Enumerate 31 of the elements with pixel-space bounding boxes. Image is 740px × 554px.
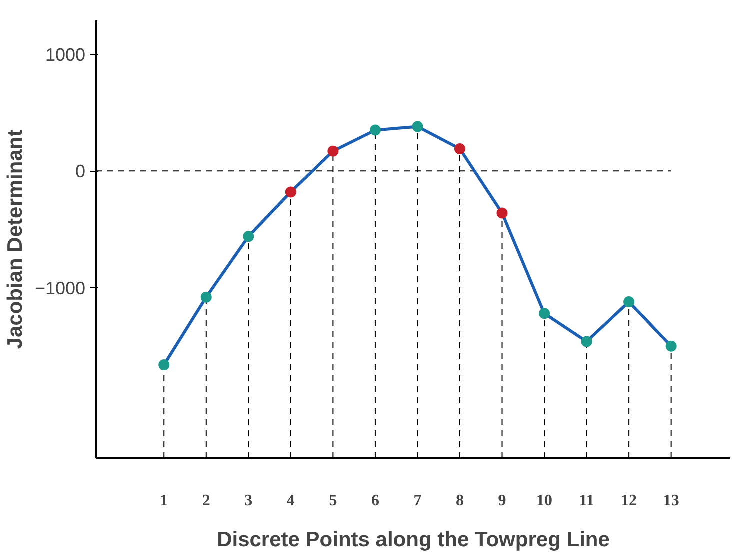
- x-tick-label: 8: [456, 492, 464, 510]
- point: [454, 143, 466, 154]
- x-tick-label: 7: [414, 492, 422, 510]
- y-tick-label: 0: [75, 162, 86, 182]
- point: [200, 292, 212, 303]
- point: [624, 296, 635, 308]
- point: [539, 308, 550, 320]
- x-tick-label: 6: [371, 492, 380, 510]
- point: [370, 124, 381, 136]
- x-tick-label: 9: [498, 492, 506, 510]
- x-tick-label: 4: [286, 492, 295, 510]
- x-tick-label: 1: [160, 492, 168, 510]
- point: [581, 336, 592, 348]
- point: [285, 186, 296, 198]
- x-axis-title: Discrete Points along the Towpreg Line: [217, 528, 610, 552]
- point: [666, 340, 677, 352]
- x-tick-label: 2: [202, 492, 210, 510]
- x-tick-label: 10: [536, 492, 553, 510]
- point: [328, 146, 339, 157]
- y-axis-title: Jacobian Determinant: [4, 130, 27, 350]
- y-tick-label: −1000: [34, 278, 86, 298]
- point: [158, 360, 170, 371]
- x-tick-label: 3: [244, 492, 253, 510]
- point: [243, 231, 254, 242]
- y-tick-label: 1000: [45, 44, 86, 65]
- x-tick-label: 5: [329, 492, 338, 510]
- point: [412, 121, 424, 132]
- x-tick-label: 13: [663, 492, 680, 510]
- x-tick-label: 12: [621, 492, 638, 510]
- point: [496, 208, 508, 219]
- x-tick-label: 11: [579, 492, 594, 510]
